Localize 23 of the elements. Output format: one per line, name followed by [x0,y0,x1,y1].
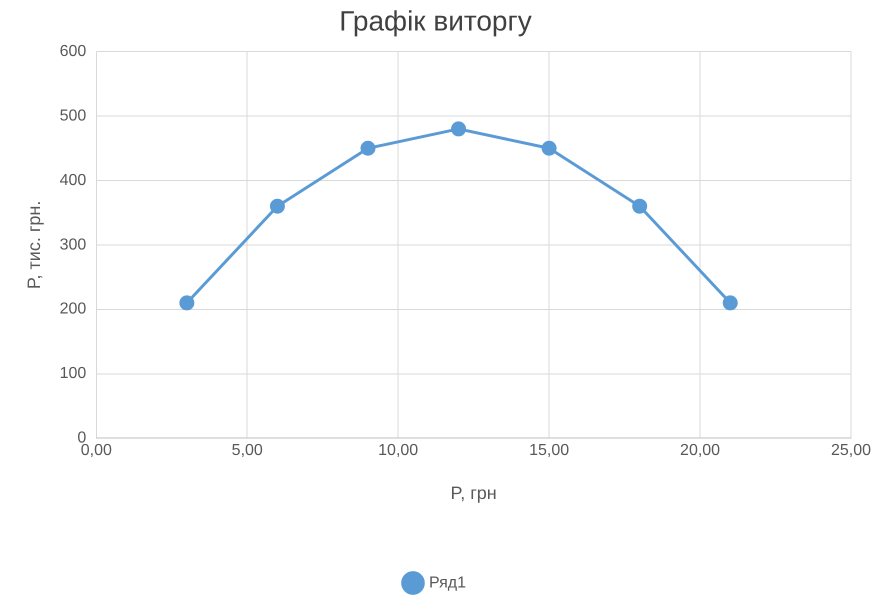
x-tick-label: 5,00 [232,442,263,460]
x-tick-label: 20,00 [680,442,720,460]
point [270,198,285,214]
point [542,140,557,156]
chart-title: Графік виторгу [339,6,532,37]
point [451,121,466,136]
y-axis-title: P, тис. грн. [24,200,44,290]
x-tick-label: 15,00 [529,442,570,460]
legend-label: Ряд1 [428,574,466,592]
x-tick-label: 25,00 [830,442,872,460]
point [179,295,194,310]
point [722,295,738,310]
x-tick-label: 0,00 [80,442,112,460]
point [360,140,376,156]
y-tick-label: 300 [60,236,86,254]
x-axis-title: P, грн [450,483,497,504]
y-tick-label: 100 [60,365,86,382]
point [632,198,648,214]
y-tick-label: 400 [60,172,86,189]
x-tick-label: 10,00 [378,442,418,460]
y-tick-label: 200 [60,300,86,318]
y-tick-label: 500 [60,107,86,124]
y-tick-label: 600 [60,43,86,60]
